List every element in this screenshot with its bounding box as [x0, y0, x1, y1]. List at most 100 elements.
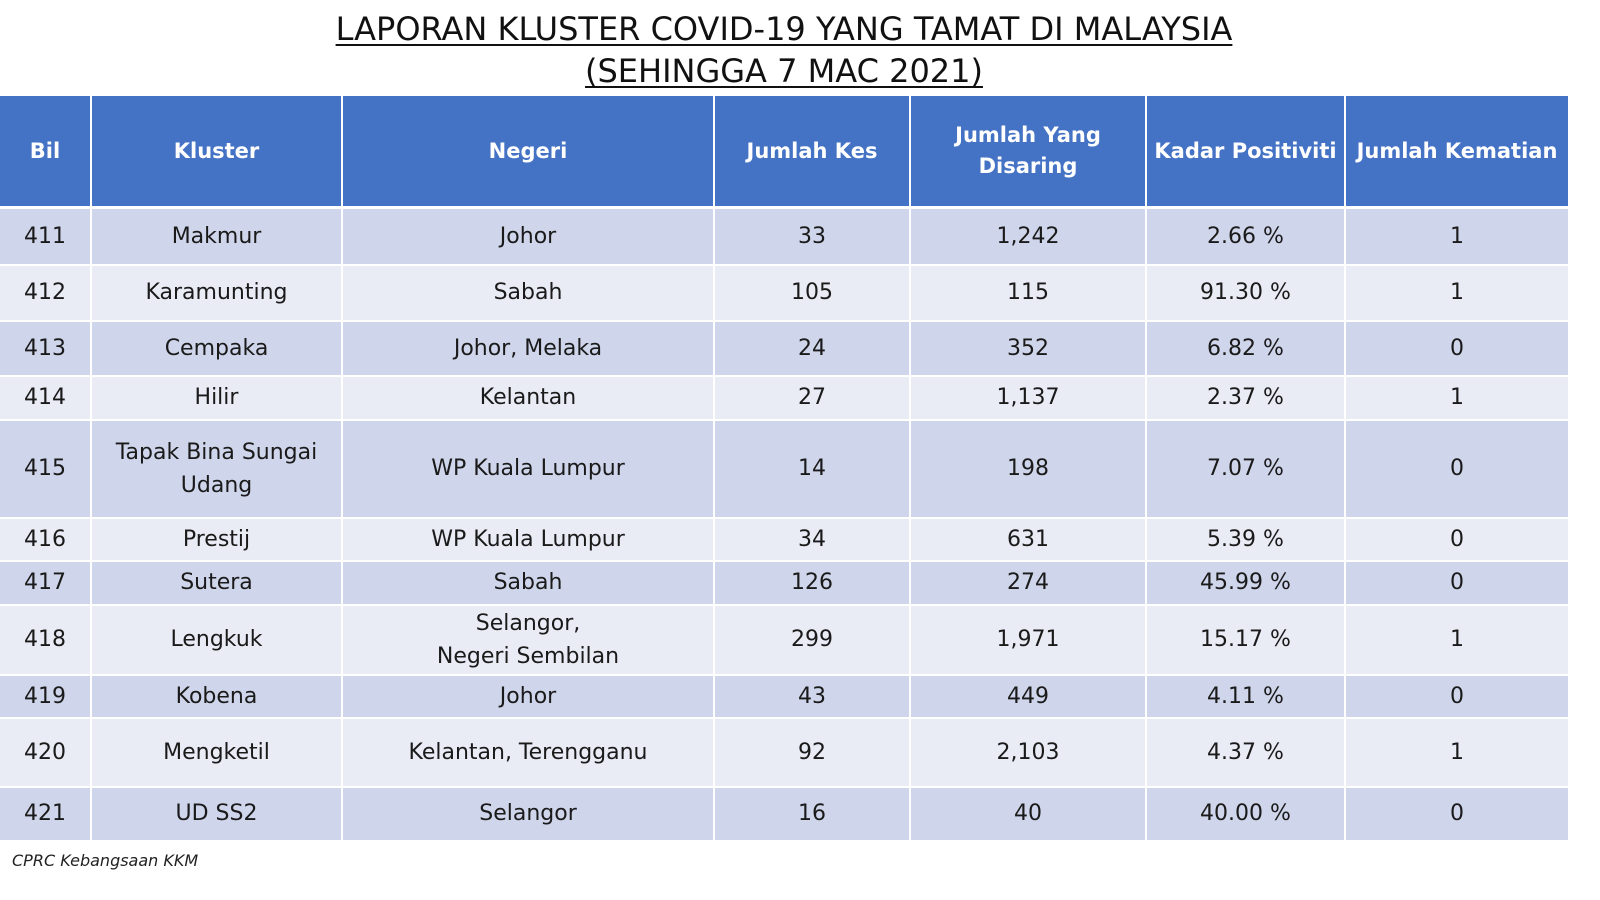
cell-negeri: Kelantan	[342, 375, 715, 421]
cell-positiviti: 2.66 %	[1146, 207, 1346, 266]
cell-kluster: Cempaka	[91, 320, 343, 377]
table-row: 414 Hilir Kelantan 27 1,137 2.37 % 1	[0, 375, 1568, 421]
cell-bil: 418	[0, 604, 92, 676]
cluster-table: Bil Kluster Negeri Jumlah Kes Jumlah Yan…	[0, 96, 1568, 842]
cell-kluster: Sutera	[91, 560, 343, 606]
report-title: LAPORAN KLUSTER COVID-19 YANG TAMAT DI M…	[0, 8, 1568, 92]
cell-kematian: 0	[1345, 320, 1568, 377]
cell-kes: 34	[714, 517, 911, 562]
cell-bil: 411	[0, 207, 92, 266]
cell-disaring: 352	[910, 320, 1147, 377]
cell-kes: 16	[714, 786, 911, 842]
cell-kes: 299	[714, 604, 911, 676]
cell-bil: 416	[0, 517, 92, 562]
title-line-1: LAPORAN KLUSTER COVID-19 YANG TAMAT DI M…	[335, 10, 1233, 48]
cell-negeri: Kelantan, Terengganu	[342, 717, 715, 788]
cell-disaring: 631	[910, 517, 1147, 562]
cell-kes: 27	[714, 375, 911, 421]
cell-positiviti: 2.37 %	[1146, 375, 1346, 421]
header-kadar-positiviti: Kadar Positiviti	[1146, 96, 1346, 209]
cell-bil: 419	[0, 674, 92, 719]
title-line-2: (SEHINGGA 7 MAC 2021)	[584, 52, 983, 90]
cell-kes: 126	[714, 560, 911, 606]
cell-kes: 92	[714, 717, 911, 788]
cell-positiviti: 5.39 %	[1146, 517, 1346, 562]
cell-positiviti: 4.11 %	[1146, 674, 1346, 719]
cell-negeri: Sabah	[342, 264, 715, 322]
cell-kluster: Mengketil	[91, 717, 343, 788]
cell-kematian: 1	[1345, 604, 1568, 676]
header-jumlah-kes: Jumlah Kes	[714, 96, 911, 209]
cell-disaring: 274	[910, 560, 1147, 606]
cell-kematian: 0	[1345, 674, 1568, 719]
table-row: 421 UD SS2 Selangor 16 40 40.00 % 0	[0, 786, 1568, 842]
cell-disaring: 115	[910, 264, 1147, 322]
cell-kluster: Prestij	[91, 517, 343, 562]
table-row: 419 Kobena Johor 43 449 4.11 % 0	[0, 674, 1568, 719]
cell-kluster: Karamunting	[91, 264, 343, 322]
header-bil: Bil	[0, 96, 92, 209]
cell-positiviti: 45.99 %	[1146, 560, 1346, 606]
table-row: 412 Karamunting Sabah 105 115 91.30 % 1	[0, 264, 1568, 322]
source-footer: CPRC Kebangsaan KKM	[12, 851, 199, 870]
cell-negeri: Johor, Melaka	[342, 320, 715, 377]
header-jumlah-disaring: Jumlah Yang Disaring	[910, 96, 1147, 209]
cell-kematian: 0	[1345, 517, 1568, 562]
cell-bil: 414	[0, 375, 92, 421]
table-row: 418 Lengkuk Selangor, Negeri Sembilan 29…	[0, 604, 1568, 676]
header-negeri: Negeri	[342, 96, 715, 209]
table-row: 416 Prestij WP Kuala Lumpur 34 631 5.39 …	[0, 517, 1568, 562]
cell-negeri: WP Kuala Lumpur	[342, 419, 715, 519]
cell-kluster: Lengkuk	[91, 604, 343, 676]
cell-positiviti: 4.37 %	[1146, 717, 1346, 788]
table-row: 417 Sutera Sabah 126 274 45.99 % 0	[0, 560, 1568, 606]
cell-kluster: UD SS2	[91, 786, 343, 842]
cell-kematian: 1	[1345, 375, 1568, 421]
cell-bil: 421	[0, 786, 92, 842]
cell-bil: 415	[0, 419, 92, 519]
cell-negeri: Sabah	[342, 560, 715, 606]
cell-positiviti: 40.00 %	[1146, 786, 1346, 842]
cell-disaring: 2,103	[910, 717, 1147, 788]
cell-kematian: 1	[1345, 264, 1568, 322]
cell-positiviti: 15.17 %	[1146, 604, 1346, 676]
cell-kluster: Tapak Bina Sungai Udang	[91, 419, 343, 519]
cell-bil: 417	[0, 560, 92, 606]
header-kluster: Kluster	[91, 96, 343, 209]
cell-disaring: 198	[910, 419, 1147, 519]
table-row: 413 Cempaka Johor, Melaka 24 352 6.82 % …	[0, 320, 1568, 377]
table-row: 415 Tapak Bina Sungai Udang WP Kuala Lum…	[0, 419, 1568, 519]
table-header-row: Bil Kluster Negeri Jumlah Kes Jumlah Yan…	[0, 96, 1568, 209]
cell-negeri: Selangor	[342, 786, 715, 842]
cell-kematian: 0	[1345, 786, 1568, 842]
cell-positiviti: 7.07 %	[1146, 419, 1346, 519]
cell-positiviti: 6.82 %	[1146, 320, 1346, 377]
cell-disaring: 449	[910, 674, 1147, 719]
cell-kluster: Hilir	[91, 375, 343, 421]
table-row: 411 Makmur Johor 33 1,242 2.66 % 1	[0, 207, 1568, 266]
cell-bil: 413	[0, 320, 92, 377]
cell-disaring: 1,137	[910, 375, 1147, 421]
cell-kes: 43	[714, 674, 911, 719]
cell-negeri: Johor	[342, 674, 715, 719]
cell-kes: 14	[714, 419, 911, 519]
cell-negeri: Johor	[342, 207, 715, 266]
header-jumlah-kematian: Jumlah Kematian	[1345, 96, 1568, 209]
cell-disaring: 40	[910, 786, 1147, 842]
cell-kes: 24	[714, 320, 911, 377]
cell-kematian: 1	[1345, 717, 1568, 788]
cell-positiviti: 91.30 %	[1146, 264, 1346, 322]
cell-kes: 33	[714, 207, 911, 266]
cell-kes: 105	[714, 264, 911, 322]
cell-negeri: Selangor, Negeri Sembilan	[342, 604, 715, 676]
cell-kluster: Kobena	[91, 674, 343, 719]
cell-negeri: WP Kuala Lumpur	[342, 517, 715, 562]
cell-bil: 412	[0, 264, 92, 322]
cell-kematian: 0	[1345, 419, 1568, 519]
cell-kematian: 0	[1345, 560, 1568, 606]
table-row: 420 Mengketil Kelantan, Terengganu 92 2,…	[0, 717, 1568, 788]
cell-kematian: 1	[1345, 207, 1568, 266]
cell-bil: 420	[0, 717, 92, 788]
cell-disaring: 1,242	[910, 207, 1147, 266]
cell-kluster: Makmur	[91, 207, 343, 266]
